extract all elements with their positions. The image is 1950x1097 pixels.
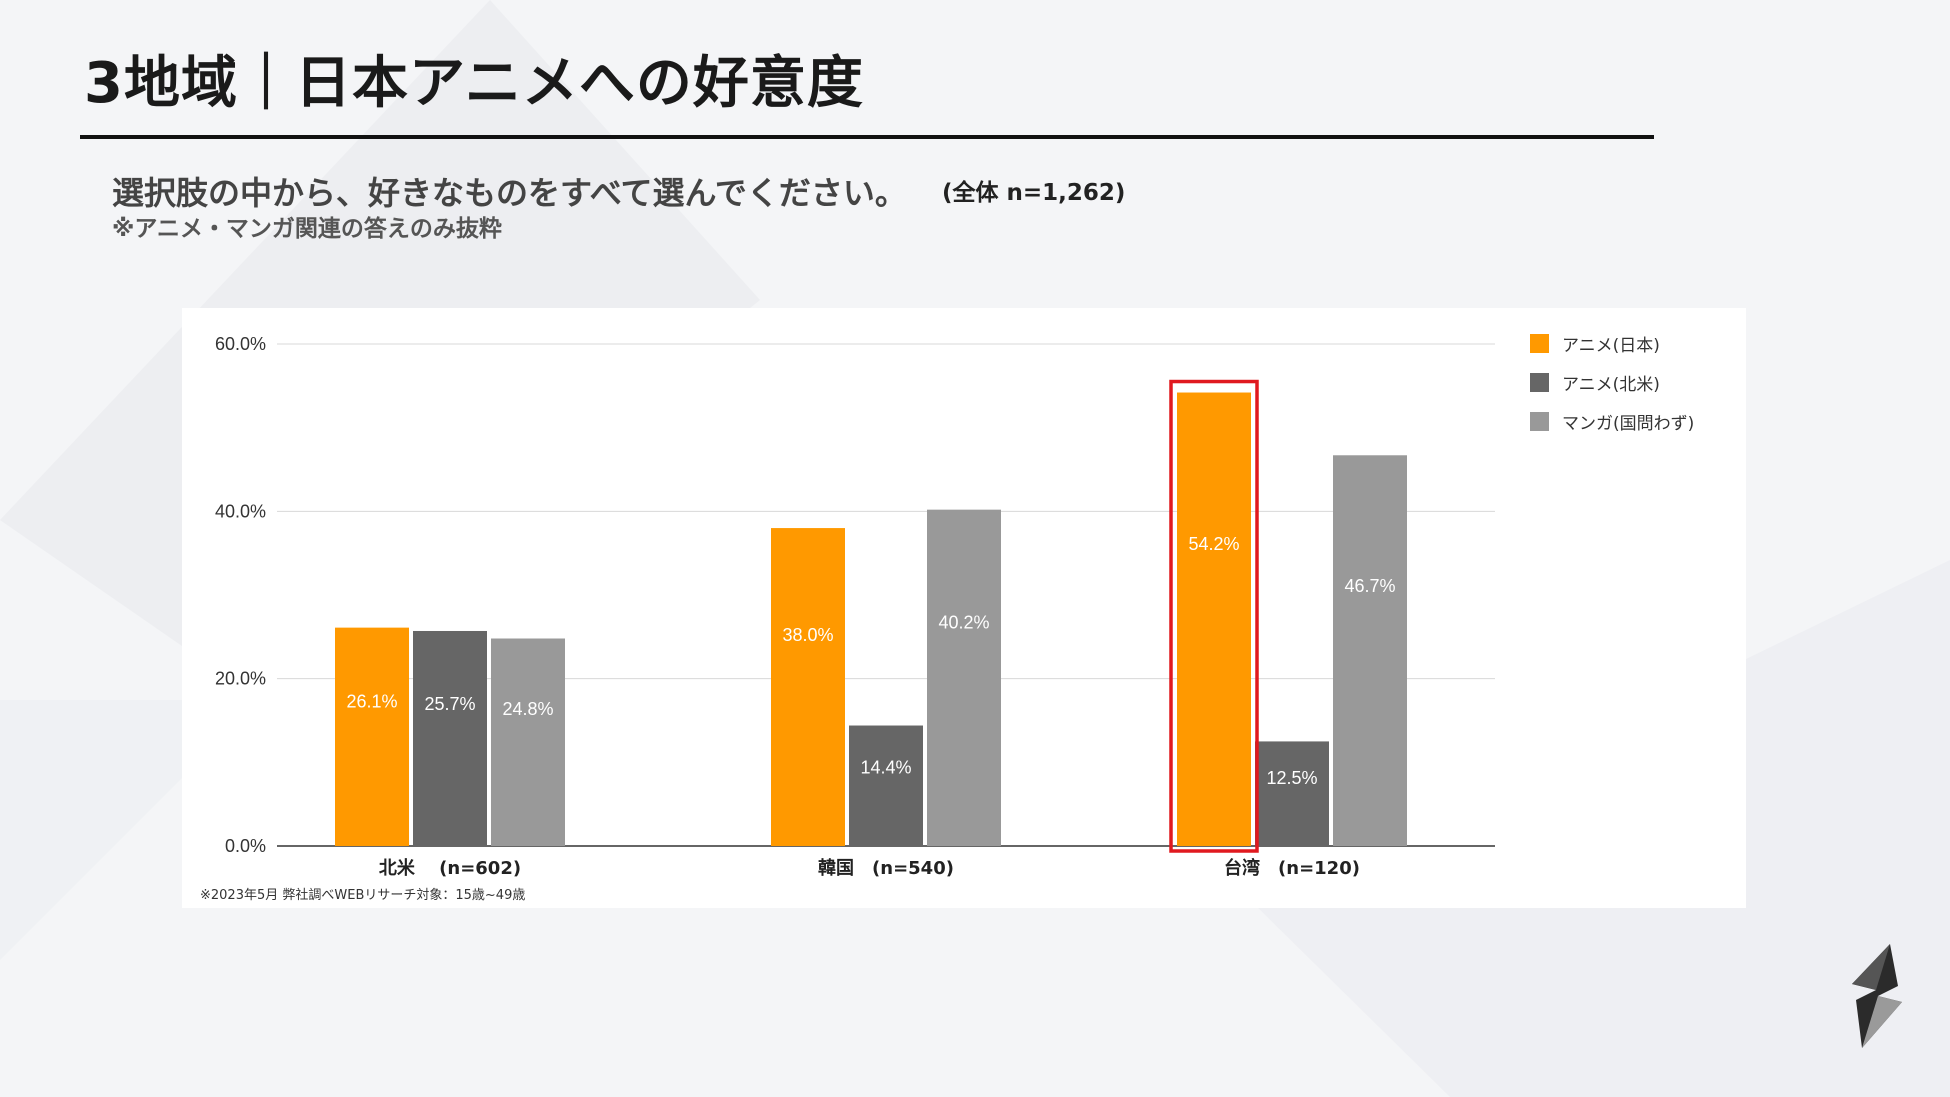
legend-item: マンガ(国問わず) [1530, 410, 1695, 434]
bar [1255, 741, 1329, 846]
category-label: 韓国 (n=540) [818, 857, 954, 879]
legend-item: アニメ(日本) [1530, 332, 1694, 356]
highlight-box [1169, 379, 1259, 853]
bar [491, 638, 565, 846]
legend-label: アニメ(日本) [1562, 335, 1660, 356]
bar [927, 509, 1001, 846]
data-label: 54.2% [1188, 534, 1239, 554]
survey-question: 選択肢の中から、好きなものをすべて選んでください。 [112, 174, 907, 212]
chart-panel: 0.0% 20.0% 40.0% 60.0% 26.1% 25.7% 24.8% 北米 (n=… [182, 308, 1746, 908]
category-label: 北米 (n=602) [379, 857, 521, 879]
legend-swatch [1530, 333, 1549, 353]
legend-swatch [1530, 411, 1549, 431]
y-tick-label: 60.0% [215, 334, 266, 354]
legend-label: アニメ(北米) [1562, 374, 1660, 395]
bar [413, 630, 487, 846]
y-tick-label: 40.0% [215, 501, 266, 521]
data-label: 24.8% [502, 699, 553, 719]
slide-title: 3地域｜日本アニメへの好意度 [84, 51, 864, 116]
legend-label: マンガ(国問わず) [1562, 413, 1695, 434]
bar [1333, 455, 1407, 846]
extraction-note: ※アニメ・マンガ関連の答えのみ抜粋 [112, 216, 502, 242]
data-label: 40.2% [938, 613, 989, 633]
bar [771, 528, 845, 846]
legend-swatch [1530, 372, 1549, 392]
sample-size: (全体 n=1,262) [942, 180, 1126, 206]
y-tick-label: 20.0% [215, 669, 266, 689]
source-note: ※2023年5月 弊社調べWEBリサーチ対象：15歳~49歳 [200, 888, 526, 903]
bar [1177, 392, 1251, 846]
data-label: 12.5% [1266, 768, 1317, 788]
category-label: 台湾 (n=120) [1224, 857, 1360, 879]
data-label: 46.7% [1344, 576, 1395, 596]
data-label: 14.4% [860, 757, 911, 777]
y-tick-label: 0.0% [225, 836, 266, 856]
bar [335, 627, 409, 846]
data-label: 38.0% [782, 625, 833, 645]
bar [849, 725, 923, 846]
bar-chart: 0.0% 20.0% 40.0% 60.0% 26.1% 25.7% 24.8% 北米 (n=… [215, 334, 1495, 879]
title-divider [80, 135, 1654, 139]
data-label: 26.1% [346, 692, 397, 712]
legend-item: アニメ(北米) [1530, 371, 1694, 395]
chart-legend: アニメ(日本) アニメ(北米) マンガ(国問わず) [1530, 332, 1694, 449]
data-label: 25.7% [424, 694, 475, 714]
s-bolt-logo-icon [1852, 944, 1902, 1048]
